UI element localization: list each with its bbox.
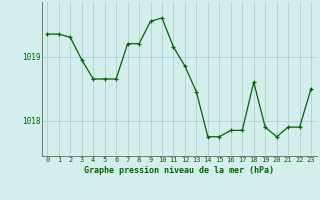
X-axis label: Graphe pression niveau de la mer (hPa): Graphe pression niveau de la mer (hPa) [84,166,274,175]
